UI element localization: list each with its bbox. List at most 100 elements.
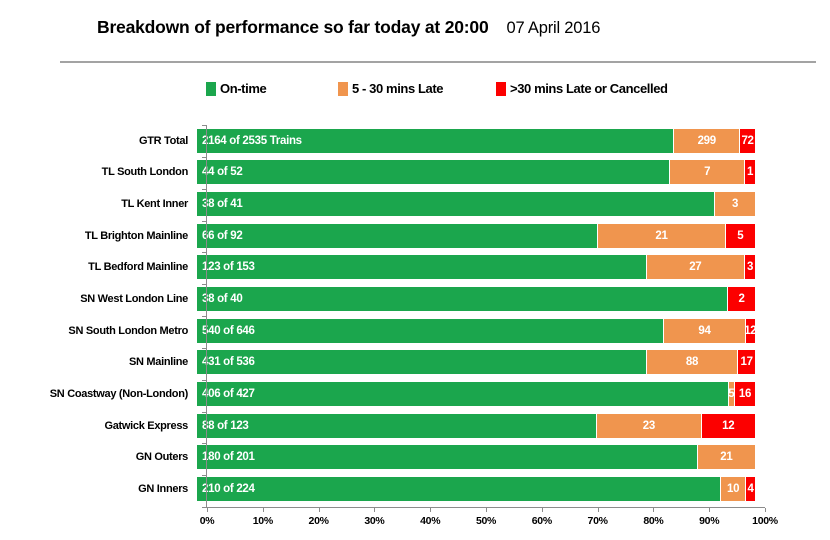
bar-value-label: 17: [740, 356, 754, 369]
bar-track: 210 of 224 10 4: [197, 477, 755, 502]
bar-segment-1: 27: [645, 255, 745, 280]
bar-track: 38 of 41 3: [197, 192, 755, 217]
bar-track: 66 of 92 21 5: [197, 223, 755, 248]
bar-value-label: 44 of 52: [202, 166, 243, 179]
x-axis-tick: [597, 508, 599, 512]
bar-segment-0: 210 of 224: [197, 477, 721, 502]
bar-segment-2: 1: [744, 160, 755, 185]
bar-segment-0: 44 of 52: [197, 160, 670, 185]
x-axis: 0% 10% 20% 30% 40% 50% 60% 70% 80% 90% 100%: [200, 508, 778, 538]
legend-swatch-icon: [338, 81, 348, 96]
x-axis-tick-label: 80%: [643, 515, 664, 527]
bar-segment-2: 17: [737, 350, 755, 375]
bar-segment-0: 406 of 427: [197, 382, 728, 407]
legend-label: >30 mins Late or Cancelled: [510, 81, 668, 96]
bar-segment-2: 16: [734, 382, 755, 407]
x-axis-tick-label: 20%: [308, 515, 329, 527]
bar-track: 123 of 153 27 3: [197, 255, 755, 280]
category-label: TL South London: [101, 166, 189, 179]
bar-segment-2: 12: [744, 318, 757, 343]
header-divider: [60, 61, 816, 63]
bar-track: 406 of 427 5 16: [197, 382, 755, 407]
x-axis-tick: [653, 508, 655, 512]
bar-row: TL Bedford Mainline 123 of 153 27 3: [0, 252, 830, 284]
bar-row: SN Mainline 431 of 536 88 17: [0, 347, 830, 379]
bar-segment-1: 299: [673, 128, 740, 153]
x-axis-tick-label: 30%: [364, 515, 385, 527]
x-axis-tick: [374, 508, 376, 512]
bar-value-label: 540 of 646: [202, 324, 255, 337]
y-axis-ticks: [202, 125, 206, 508]
bar-value-label: 72: [741, 134, 754, 147]
category-label: GN Inners: [138, 483, 188, 496]
x-axis-tick: [207, 508, 208, 512]
category-label: Gatwick Express: [104, 419, 188, 432]
bar-value-label: 12: [744, 324, 757, 337]
bar-track: 88 of 123 23 12: [197, 413, 755, 438]
bar-segment-0: 2164 of 2535 Trains: [197, 128, 674, 153]
bar-row: GN Inners 210 of 224 10 4: [0, 473, 830, 505]
bar-value-label: 5: [737, 229, 744, 242]
y-axis-tick: [202, 380, 206, 381]
bar-row: GTR Total 2164 of 2535 Trains 299 72: [0, 125, 830, 157]
x-axis-line: [206, 507, 765, 508]
bar-segment-0: 38 of 41: [197, 192, 715, 217]
x-axis-tick-label: 0%: [199, 515, 215, 527]
x-axis-tick-label: 90%: [699, 515, 720, 527]
legend-item-2: >30 mins Late or Cancelled: [496, 81, 668, 96]
bar-segment-2: 2: [727, 287, 755, 312]
bar-row: SN South London Metro 540 of 646 94 12: [0, 315, 830, 347]
bar-segment-0: 88 of 123: [197, 413, 597, 438]
x-axis-tick-label: 60%: [531, 515, 552, 527]
bar-segment-0: 431 of 536: [197, 350, 646, 375]
x-axis-tick-label: 40%: [420, 515, 441, 527]
bar-segment-1: 23: [596, 413, 701, 438]
bar-row: Gatwick Express 88 of 123 23 12: [0, 410, 830, 442]
x-axis-tick-label: 50%: [475, 515, 497, 527]
category-label: TL Brighton Mainline: [84, 229, 188, 242]
bar-segment-1: 3: [714, 192, 755, 217]
y-axis-tick: [202, 443, 206, 444]
bar-segment-1: 94: [663, 318, 745, 343]
bar-segment-0: 38 of 40: [197, 287, 728, 312]
bar-segment-0: 540 of 646: [197, 318, 664, 343]
bar-value-label: 5: [728, 388, 735, 401]
bar-segment-0: 66 of 92: [197, 223, 598, 248]
legend-label: 5 - 30 mins Late: [352, 81, 444, 96]
y-axis-tick: [202, 284, 206, 285]
legend-item-0: On-time: [206, 81, 267, 96]
bar-track: 44 of 52 7 1: [197, 160, 755, 185]
bar-value-label: 21: [720, 451, 733, 464]
bar-value-label: 180 of 201: [202, 451, 255, 464]
bar-segment-1: 88: [645, 350, 738, 375]
bar-track: 2164 of 2535 Trains 299 72: [197, 128, 755, 153]
y-axis-tick: [202, 507, 206, 508]
x-axis-tick: [541, 508, 543, 512]
category-label: GTR Total: [138, 134, 188, 147]
x-axis-tick: [318, 508, 320, 512]
report-date: 07 April 2016: [506, 19, 601, 37]
bar-value-label: 94: [698, 324, 711, 337]
bar-segment-1: 21: [597, 223, 725, 248]
bar-segment-1: 10: [720, 477, 746, 502]
bar-segment-2: 5: [724, 223, 755, 248]
legend-item-1: 5 - 30 mins Late: [338, 81, 444, 96]
y-axis-line: [206, 125, 207, 507]
y-axis-tick: [202, 189, 206, 190]
bar-segment-2: 3: [744, 255, 755, 280]
chart-legend: On-time 5 - 30 mins Late >30 mins Late or …: [0, 81, 830, 99]
bar-value-label: 2: [738, 293, 745, 306]
bar-value-label: 16: [738, 388, 752, 401]
category-label: GN Outers: [135, 451, 189, 464]
bar-value-label: 88 of 123: [202, 419, 249, 432]
bar-segment-2: 72: [739, 128, 755, 153]
bar-value-label: 23: [642, 419, 656, 432]
bar-track: 180 of 201 21: [197, 445, 755, 470]
bar-segment-2: 4: [745, 477, 755, 502]
x-axis-tick: [430, 508, 432, 512]
bar-value-label: 1: [747, 166, 754, 179]
bar-value-label: 3: [732, 198, 739, 211]
x-axis-tick-label: 70%: [587, 515, 608, 527]
bar-value-label: 88: [685, 356, 699, 369]
y-axis-tick: [202, 125, 206, 126]
